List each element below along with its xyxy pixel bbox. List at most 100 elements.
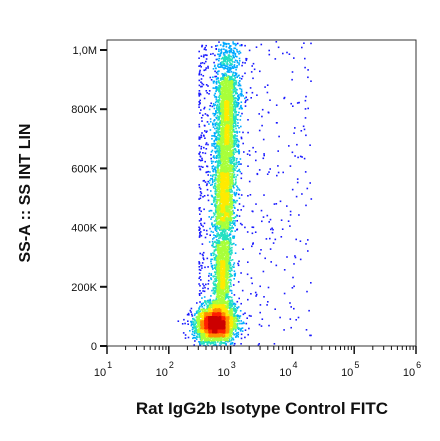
- data-point: [280, 219, 283, 221]
- data-point: [201, 306, 203, 308]
- data-point: [205, 67, 207, 69]
- data-point: [217, 260, 219, 263]
- data-point: [214, 138, 217, 141]
- data-point: [216, 126, 218, 129]
- data-point: [220, 104, 222, 107]
- data-point: [228, 215, 231, 218]
- data-point: [238, 80, 241, 82]
- data-point: [216, 87, 218, 90]
- data-point: [226, 302, 229, 304]
- data-point: [230, 48, 233, 50]
- data-point: [226, 282, 228, 284]
- data-point: [225, 337, 228, 340]
- data-point: [212, 103, 215, 105]
- data-point: [240, 333, 243, 336]
- data-point: [215, 179, 217, 181]
- data-point: [230, 259, 232, 262]
- data-point: [236, 165, 238, 168]
- data-point: [235, 114, 237, 116]
- data-point: [218, 134, 221, 137]
- data-point: [235, 83, 237, 86]
- data-point: [238, 140, 240, 143]
- data-point: [232, 338, 235, 341]
- data-point: [199, 227, 201, 230]
- data-point: [305, 95, 307, 98]
- data-point: [201, 159, 204, 162]
- data-point: [219, 147, 221, 150]
- data-point: [230, 99, 232, 102]
- data-point: [217, 341, 219, 343]
- data-point: [218, 302, 221, 305]
- data-point: [230, 67, 232, 70]
- data-point: [216, 215, 219, 217]
- data-point: [219, 183, 221, 185]
- data-point: [215, 200, 218, 203]
- data-point: [225, 295, 227, 297]
- data-point: [233, 143, 236, 145]
- data-point: [220, 130, 222, 133]
- data-point: [234, 165, 236, 168]
- data-point: [223, 124, 226, 126]
- data-point: [209, 105, 211, 107]
- data-point: [201, 45, 203, 48]
- data-point: [233, 56, 236, 59]
- data-point: [227, 339, 230, 342]
- data-point: [261, 108, 264, 111]
- data-point: [220, 88, 222, 91]
- data-point: [220, 105, 222, 108]
- data-point: [215, 48, 218, 50]
- data-point: [223, 116, 225, 119]
- data-point: [295, 238, 297, 241]
- data-point: [230, 269, 232, 272]
- data-point: [226, 269, 228, 272]
- data-point: [226, 304, 228, 306]
- data-point: [216, 184, 218, 186]
- data-point: [216, 212, 218, 215]
- data-point: [211, 223, 213, 226]
- data-point: [228, 311, 230, 313]
- data-point: [226, 245, 228, 248]
- data-point: [203, 97, 206, 100]
- data-point: [215, 297, 218, 300]
- data-point: [222, 103, 224, 106]
- data-point: [238, 188, 240, 191]
- data-point: [227, 93, 229, 96]
- data-point: [213, 290, 215, 293]
- data-point: [246, 153, 249, 155]
- data-point: [247, 261, 249, 263]
- data-point: [222, 238, 225, 241]
- data-point: [206, 130, 208, 133]
- data-point: [302, 125, 305, 128]
- data-point: [199, 93, 202, 96]
- data-point: [226, 296, 229, 299]
- data-point: [226, 91, 229, 93]
- data-point: [205, 300, 207, 302]
- data-point: [228, 234, 231, 236]
- data-point: [228, 47, 231, 49]
- data-point: [217, 160, 220, 163]
- data-point: [213, 197, 215, 200]
- data-point: [215, 58, 218, 61]
- data-point: [223, 159, 226, 161]
- data-point: [236, 42, 239, 45]
- data-point: [229, 256, 231, 258]
- data-point: [203, 48, 206, 51]
- data-point: [229, 176, 231, 179]
- data-point: [269, 248, 272, 250]
- data-point: [229, 82, 232, 84]
- data-point: [194, 340, 196, 342]
- data-point: [230, 156, 232, 159]
- data-point: [240, 88, 243, 91]
- data-point: [218, 80, 220, 83]
- data-point: [216, 233, 218, 235]
- data-point: [266, 91, 269, 94]
- data-point: [229, 92, 231, 95]
- data-point: [216, 77, 219, 80]
- data-point: [207, 283, 210, 285]
- data-point: [221, 48, 223, 51]
- data-point: [234, 59, 237, 62]
- data-point: [226, 279, 228, 281]
- data-point: [229, 283, 232, 285]
- data-point: [184, 322, 186, 325]
- data-point: [202, 254, 204, 257]
